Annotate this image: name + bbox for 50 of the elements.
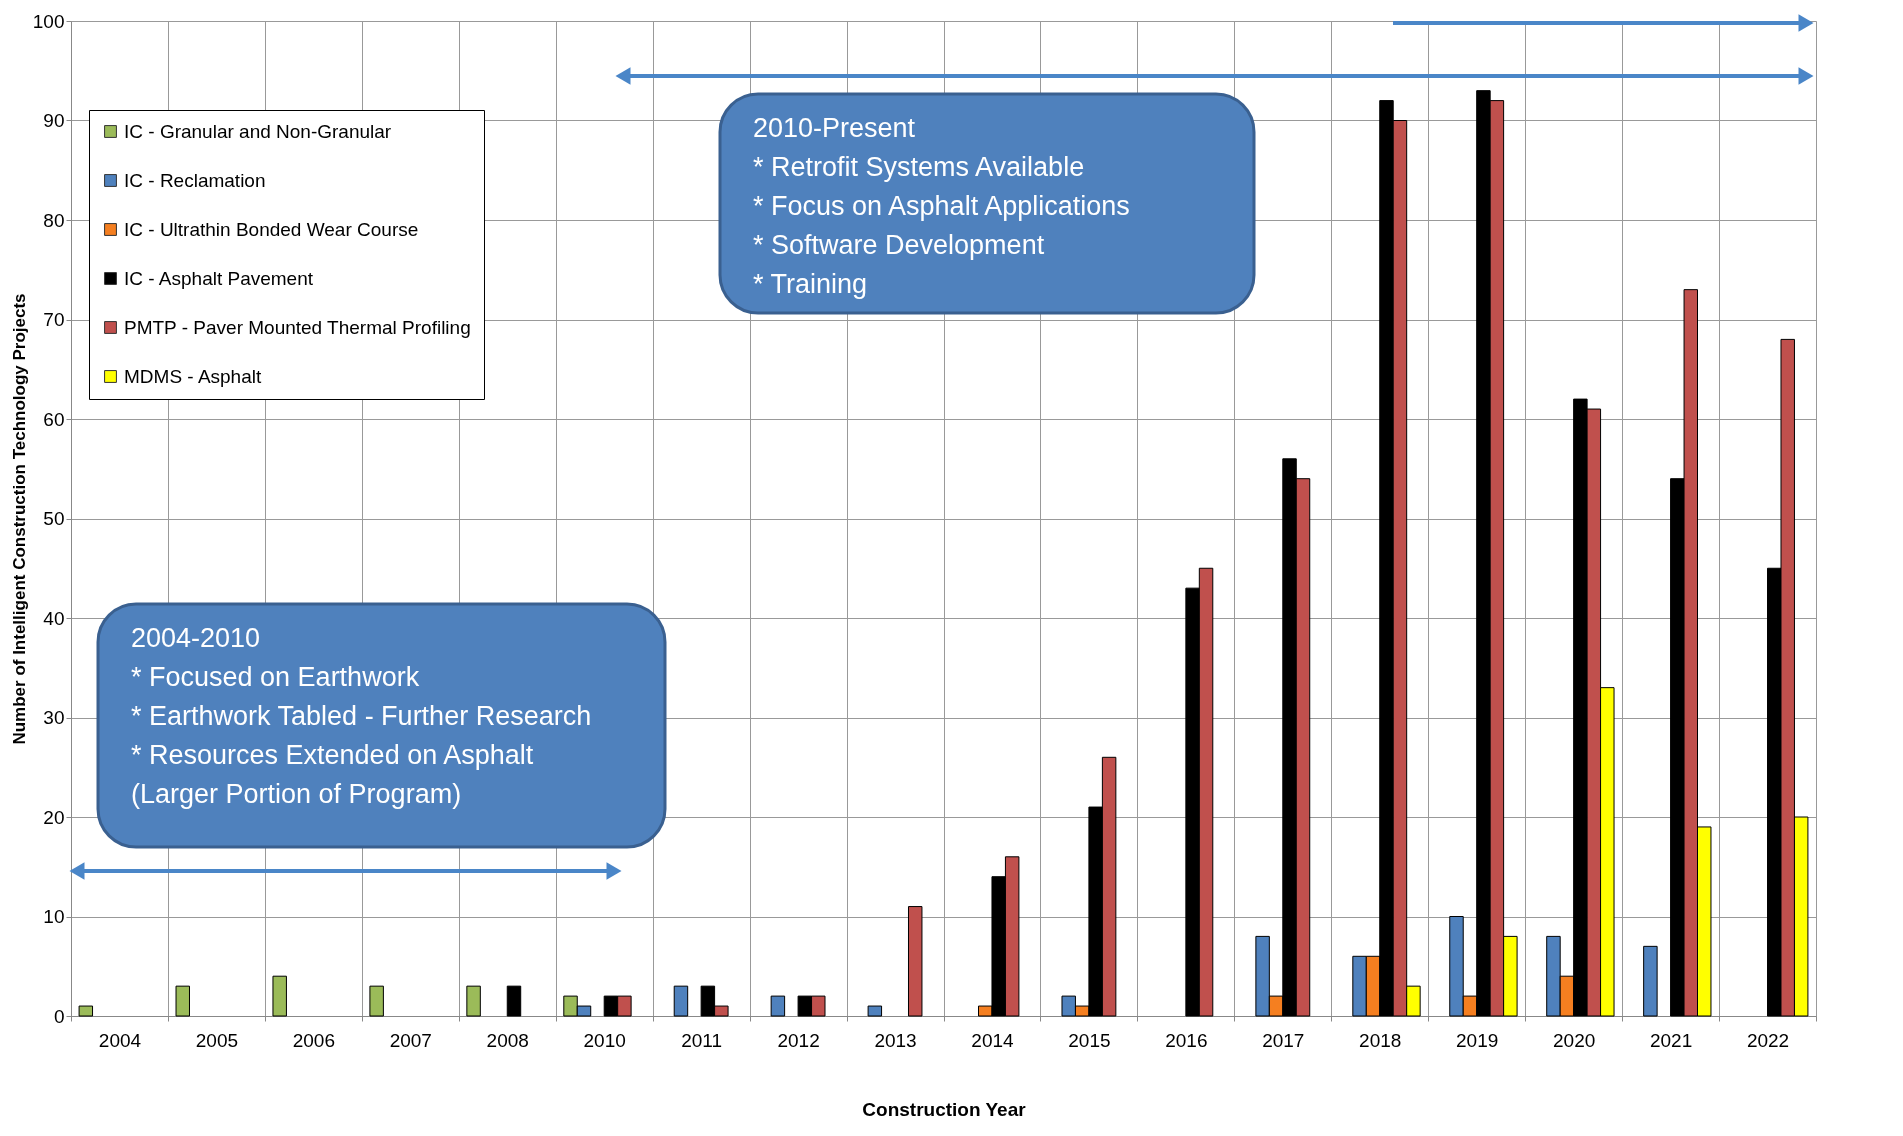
x-tick-label: 2021 — [1649, 1029, 1693, 1051]
bar — [78, 1005, 94, 1017]
bar — [506, 985, 522, 1017]
annotation: 2010-Present * Retrofit Systems Available * Focus on Asphalt Applications * Software Development * Training — [753, 113, 1130, 299]
legend-label: MDMS - Asphalt — [124, 365, 262, 387]
y-tick-label: 100 — [32, 10, 65, 32]
y-tick-label: 40 — [43, 607, 65, 629]
bar — [907, 906, 923, 1017]
x-tick-label: 2020 — [1553, 1029, 1596, 1051]
x-tick-label: 2011 — [681, 1029, 723, 1051]
annotation: 2004-2010 * Focused on Earthwork * Earthwork Tabled - Further Research * Resources Extended on Asphalt (Larger Portion of Program) — [131, 623, 592, 809]
x-tick-label: 2005 — [195, 1029, 239, 1051]
x-axis-title: Construction Year — [862, 1098, 1027, 1120]
y-tick-label: 60 — [43, 408, 65, 430]
y-tick-label: 70 — [43, 309, 65, 330]
y-tick-label: 30 — [43, 707, 65, 728]
legend-label: PMTP - Paver Mounted Thermal Profiling — [124, 316, 471, 338]
x-tick-label: 2007 — [389, 1029, 432, 1051]
x-tick-label: 2004 — [98, 1029, 142, 1051]
x-tick-label: 2019 — [1456, 1029, 1499, 1051]
x-tick-label: 2016 — [1165, 1029, 1208, 1051]
legend-label: IC - Reclamation — [124, 169, 266, 191]
x-tick-label: 2018 — [1359, 1029, 1402, 1051]
y-tick-label: 20 — [43, 806, 65, 828]
bar — [1643, 945, 1658, 1017]
y-tick-label: 90 — [43, 110, 65, 131]
bar — [175, 985, 190, 1017]
x-tick-label: 2015 — [1068, 1029, 1111, 1051]
y-axis-title: Number of Intelligent Construction Technology Projects — [9, 293, 29, 745]
x-tick-label: 2006 — [292, 1029, 335, 1051]
legend-label: IC - Asphalt Pavement — [124, 267, 314, 289]
y-tick-label: 50 — [43, 508, 65, 529]
bar — [272, 975, 287, 1017]
x-tick-label: 2013 — [874, 1029, 917, 1051]
y-tick-label: 0 — [53, 1005, 65, 1027]
y-tick-label: 80 — [43, 209, 65, 231]
legend-label: IC - Granular and Non-Granular — [124, 120, 392, 142]
bar — [770, 995, 786, 1017]
x-tick-label: 2014 — [971, 1029, 1015, 1051]
x-tick-label: 2022 — [1746, 1029, 1790, 1051]
x-tick-label: 2008 — [486, 1029, 529, 1051]
bar — [369, 985, 384, 1017]
x-tick-label: 2017 — [1262, 1029, 1305, 1051]
legend-label: IC - Ultrathin Bonded Wear Course — [124, 218, 419, 240]
bar — [673, 985, 689, 1017]
x-tick-label: 2010 — [583, 1029, 626, 1051]
bar — [466, 985, 481, 1017]
bar — [867, 1005, 883, 1017]
y-tick-label: 10 — [43, 906, 65, 927]
x-tick-label: 2012 — [777, 1029, 820, 1051]
